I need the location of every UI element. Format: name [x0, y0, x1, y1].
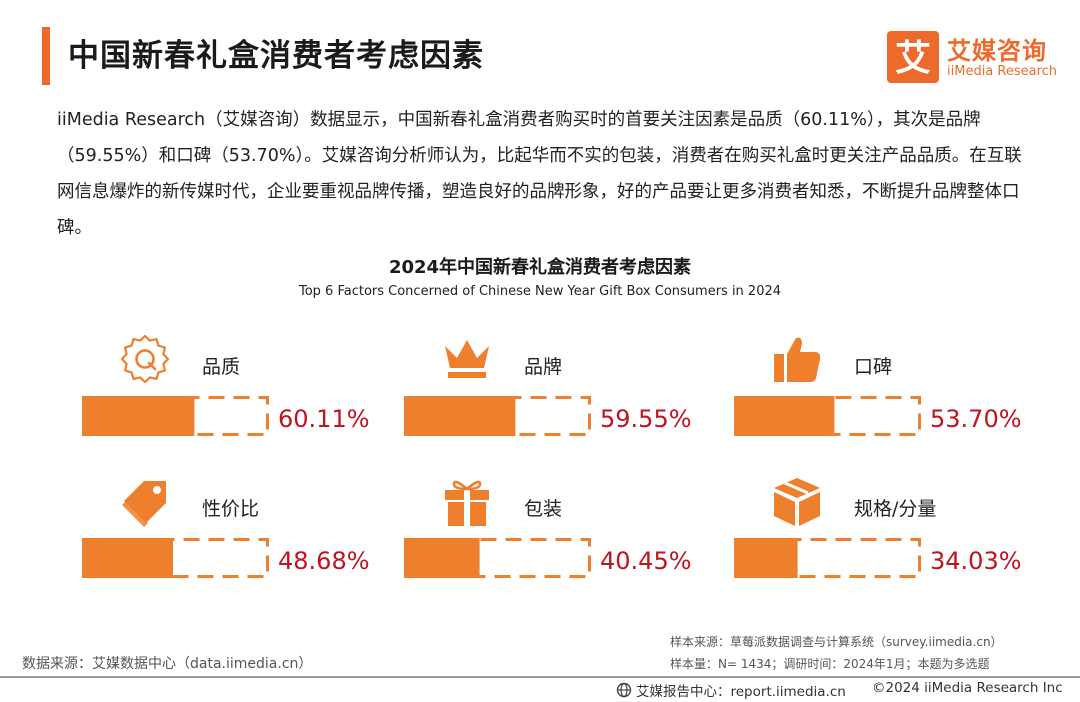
- thumbs-up-icon: [774, 337, 821, 382]
- value-label: 34.03%: [930, 547, 1022, 575]
- factor-item-reputation: 口碑 53.70%: [734, 337, 1022, 436]
- chart-title: 2024年中国新春礼盒消费者考虑因素: [388, 257, 692, 278]
- data-source-note: 数据来源：艾媒数据中心（data.iimedia.cn）: [22, 656, 313, 672]
- logo-text-cn: 艾媒咨询: [947, 37, 1047, 65]
- sample-source-note: 样本来源：草莓派数据调查与计算系统（survey.iimedia.cn）: [670, 635, 1003, 649]
- footer-site-text: 艾媒报告中心：report.iimedia.cn: [636, 684, 846, 700]
- bar-fill: [82, 538, 173, 578]
- footer-copyright: ©2024 iiMedia Research Inc: [872, 680, 1063, 696]
- factor-label: 品牌: [524, 356, 562, 378]
- factor-label: 包装: [524, 498, 562, 520]
- bar-fill: [82, 396, 195, 436]
- globe-icon: [616, 682, 632, 698]
- bar-fill: [734, 396, 835, 436]
- value-label: 53.70%: [930, 405, 1022, 433]
- bar-track: [734, 538, 921, 578]
- footer-divider: [0, 676, 1080, 678]
- price-tag-icon: [122, 481, 166, 527]
- factor-label: 规格/分量: [854, 498, 936, 520]
- factor-label: 口碑: [854, 356, 892, 378]
- factor-label: 品质: [202, 356, 240, 378]
- factor-item-value: 性价比 48.68%: [82, 481, 370, 578]
- sample-size-note: 样本量：N= 1434；调研时间：2024年1月；本题为多选题: [670, 657, 990, 671]
- box-icon: [774, 478, 820, 526]
- bar-track: [404, 538, 591, 578]
- bar-track: [82, 538, 269, 578]
- logo-text-en: iiMedia Research: [947, 64, 1058, 79]
- page-title: 中国新春礼盒消费者考虑因素: [68, 38, 484, 74]
- factor-label: 性价比: [202, 498, 259, 520]
- brand-logo[interactable]: 艾 艾媒咨询 iiMedia Research: [887, 31, 1067, 83]
- value-label: 59.55%: [600, 405, 692, 433]
- gear-q-icon: [120, 334, 170, 384]
- factor-item-quality: 品质 60.11%: [82, 334, 370, 436]
- crown-icon: [445, 340, 489, 378]
- chart-subtitle: Top 6 Factors Concerned of Chinese New Y…: [298, 284, 782, 299]
- factor-item-brand: 品牌 59.55%: [404, 340, 692, 436]
- value-label: 48.68%: [278, 547, 370, 575]
- intro-paragraph: iiMedia Research（艾媒咨询）数据显示，中国新春礼盒消费者购买时的…: [57, 110, 1022, 238]
- factor-item-size: 规格/分量 34.03%: [734, 478, 1022, 578]
- factor-item-packaging: 包装 40.45%: [404, 480, 692, 578]
- logo-mark-text: 艾: [895, 38, 931, 79]
- factors-chart: 品质 60.11% 品牌 59.55% 口碑 53.70% 性价比 48.68% 包装 40.45…: [82, 334, 1022, 578]
- logo-mark-icon: 艾: [887, 31, 939, 83]
- footer-site-link[interactable]: 艾媒报告中心：report.iimedia.cn: [616, 680, 846, 700]
- title-accent-bar: [42, 27, 50, 85]
- bar-fill: [734, 538, 798, 578]
- bar-fill: [404, 396, 516, 436]
- gift-icon: [445, 480, 489, 526]
- bar-fill: [404, 538, 480, 578]
- value-label: 60.11%: [278, 405, 370, 433]
- value-label: 40.45%: [600, 547, 692, 575]
